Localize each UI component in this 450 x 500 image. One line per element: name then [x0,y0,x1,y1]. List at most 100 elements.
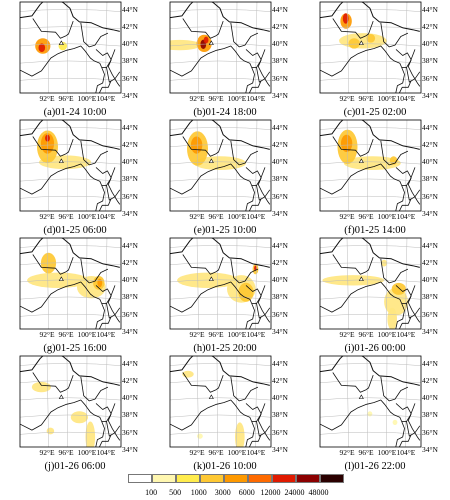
province-boundary [245,285,271,323]
panel-caption: (k)01-26 10:00 [193,461,257,472]
country-boundary [170,120,270,150]
latitude-gridline [170,279,271,283]
latitude-tick-label: 38°N [422,174,438,184]
latitude-gridline [320,279,421,283]
longitude-gridline [105,120,108,211]
longitude-gridline [86,2,88,93]
longitude-gridline [255,2,258,93]
longitude-tick-label: 104°E [396,94,416,103]
source-site-marker [358,40,364,45]
latitude-tick-label: 34°N [122,90,138,100]
latitude-tick-label: 34°N [422,444,438,454]
concentration-plume [381,259,387,267]
province-boundary [32,372,74,393]
latitude-tick-label: 34°N [422,208,438,218]
latitude-gridline [320,60,421,64]
latitude-tick-label: 38°N [122,410,138,420]
panel-caption: (a)01-24 10:00 [43,107,107,118]
latitude-gridline [320,245,421,248]
longitude-gridline [386,356,388,447]
concentration-plume [392,419,398,425]
latitude-gridline [20,178,121,182]
latitude-gridline [320,262,421,266]
concentration-plume [31,381,51,393]
latitude-gridline [20,296,121,300]
legend-color-swatch [224,474,248,483]
concentration-plume [70,411,88,424]
latitude-tick-label: 38°N [422,292,438,302]
longitude-gridline [46,238,49,329]
province-boundary [332,18,374,39]
map-frame [169,1,272,94]
latitude-tick-label: 40°N [422,157,438,167]
legend-color-swatch [176,474,200,483]
legend-threshold-label: 500 [169,488,182,497]
latitude-gridline [320,195,421,199]
concentration-legend: 100 500 1000 3000 6000 12000 24000 48000 [128,474,348,500]
province-boundary [248,80,262,93]
latitude-tick-label: 40°N [422,393,438,403]
map-canvas [319,237,422,330]
latitude-tick-label: 42°N [122,22,138,32]
latitude-tick-label: 44°N [272,4,288,14]
longitude-tick-label: 100°E [377,94,397,103]
longitude-gridline [196,120,199,211]
province-boundary [182,136,224,157]
latitude-gridline [170,245,271,248]
map-canvas [169,355,272,448]
province-boundary [395,167,421,205]
map-frame [169,237,272,330]
longitude-tick-label: 104°E [396,330,416,339]
province-boundary [248,316,262,329]
province-boundary [256,167,271,201]
province-boundary [80,22,109,48]
province-boundary [95,285,121,323]
longitude-gridline [196,356,199,447]
latitude-tick-label: 34°N [272,444,288,454]
concentration-plume [387,307,397,329]
map-canvas [19,355,122,448]
latitude-gridline [20,380,121,384]
longitude-tick-label: 96°E [358,330,374,339]
concentration-plume [391,282,406,295]
province-boundary [106,49,121,83]
latitude-gridline [170,431,271,435]
latitude-tick-label: 44°N [422,240,438,250]
source-site-marker [58,394,64,399]
province-boundary [256,285,271,319]
latitude-tick-label: 42°N [272,376,288,386]
longitude-gridline [346,120,349,211]
province-boundary [395,403,421,441]
latitude-tick-label: 40°N [422,275,438,285]
country-boundary [20,2,120,32]
latitude-tick-label: 36°N [122,73,138,83]
latitude-tick-label: 34°N [122,444,138,454]
latitude-tick-label: 40°N [272,39,288,49]
map-panel: 44°N 42°N 40°N 38°N 36°N 34°N 92°E 96°E 100°E 104… [0,236,150,354]
latitude-tick-label: 36°N [272,427,288,437]
latitude-gridline [20,161,121,165]
source-site-marker [358,276,364,281]
latitude-gridline [170,161,271,165]
longitude-tick-label: 92°E [189,330,205,339]
longitude-tick-label: 104°E [96,94,116,103]
source-site-marker [358,158,364,163]
latitude-gridline [320,144,421,148]
province-boundary [95,49,121,87]
longitude-tick-label: 96°E [208,330,224,339]
longitude-tick-label: 104°E [246,94,266,103]
map-frame [19,119,122,212]
latitude-tick-label: 40°N [272,393,288,403]
latitude-tick-label: 42°N [422,258,438,268]
latitude-tick-label: 38°N [272,410,288,420]
province-boundary [332,136,374,157]
legend-threshold-label: 6000 [238,488,255,497]
map-frame [19,355,122,448]
latitude-tick-label: 36°N [122,309,138,319]
legend-threshold-label: 12000 [260,488,281,497]
latitude-tick-label: 34°N [422,326,438,336]
province-boundary [230,376,259,402]
province-boundary [398,198,412,211]
longitude-gridline [105,356,108,447]
province-boundary [256,49,271,83]
